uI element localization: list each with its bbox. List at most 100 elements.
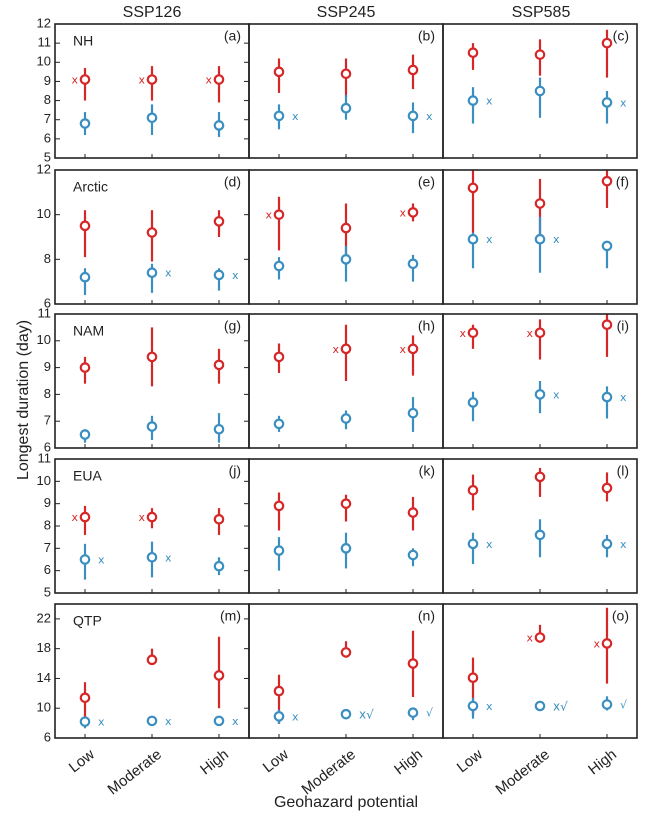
y-tick-label: 8 [44, 92, 51, 107]
red-point [340, 222, 352, 234]
x-tick-label-low: Low [454, 746, 486, 776]
blue-significance-mark: x [292, 110, 299, 123]
red-point [273, 66, 285, 78]
panel-label: (n) [418, 608, 435, 624]
blue-point [213, 120, 225, 131]
x-tick-label-moderate: Moderate [492, 746, 552, 798]
x-tick-label-moderate: Moderate [104, 746, 164, 798]
red-point [467, 672, 479, 683]
blue-point [273, 110, 285, 122]
blue-point [340, 102, 352, 114]
red-point [79, 692, 91, 704]
blue-significance-mark: x [98, 716, 105, 729]
blue-point [534, 85, 546, 97]
blue-point [467, 397, 479, 408]
y-tick-label: 6 [44, 130, 51, 145]
red-point [146, 351, 158, 363]
blue-significance-mark: √ [620, 699, 628, 712]
panel-e: x x (e) [248, 169, 444, 305]
y-tick-label: 10 [37, 473, 51, 488]
panel-d: 6 8 10 12 x x Arctic (d) [37, 161, 250, 310]
blue-point [146, 715, 158, 727]
blue-point [534, 529, 546, 541]
blue-significance-mark: x [553, 388, 560, 401]
blue-point [534, 233, 546, 245]
x-tick-label-high: High [197, 746, 232, 778]
blue-significance-mark: x√ [553, 699, 568, 713]
red-significance-mark: x [399, 343, 406, 356]
red-point [467, 47, 479, 59]
red-point [407, 64, 419, 76]
panel-label: (o) [612, 608, 629, 624]
panels: 5 6 7 8 9 10 11 12 x x x NH (a) x x (b) x x (c) 6 8 10 12 x x Arc… [37, 15, 638, 744]
red-point [213, 74, 225, 85]
y-tick-label: 6 [44, 562, 51, 577]
panel-l: x x (l) [442, 458, 638, 594]
red-point [273, 685, 285, 697]
panel-label: (e) [418, 174, 435, 190]
region-label: Arctic [73, 179, 108, 195]
blue-point [273, 711, 285, 722]
blue-significance-mark: x [232, 269, 239, 282]
blue-significance-mark: x [486, 538, 493, 551]
red-point [340, 343, 352, 355]
red-point [213, 513, 225, 525]
blue-significance-mark: x [232, 715, 239, 728]
panel-frame [442, 313, 638, 449]
blue-point [534, 700, 546, 712]
y-axis-label: Longest duration (day) [15, 320, 32, 480]
red-point [601, 175, 613, 187]
region-label: QTP [73, 613, 102, 629]
red-point [601, 37, 613, 49]
red-point [79, 74, 91, 85]
y-tick-label: 11 [38, 305, 52, 320]
red-significance-mark: x [205, 74, 212, 87]
blue-point [407, 407, 419, 419]
panel-c: x x (c) [442, 23, 638, 159]
y-tick-label: 8 [44, 251, 51, 266]
red-point [146, 74, 158, 85]
panel-label: (j) [229, 463, 241, 479]
x-tick-labels: Low Moderate High Low Moderate High Low Moderat… [66, 746, 620, 799]
red-point [467, 484, 479, 496]
red-point [340, 68, 352, 80]
blue-point [79, 118, 91, 129]
blue-point [213, 269, 225, 281]
y-tick-label: 7 [44, 413, 51, 428]
blue-point [467, 233, 479, 245]
panel-label: (h) [418, 318, 435, 334]
red-point [601, 482, 613, 494]
blue-point [273, 545, 285, 556]
blue-point [467, 95, 479, 106]
blue-point [601, 699, 613, 710]
y-tick-label: 5 [44, 149, 51, 164]
y-tick-label: 9 [44, 495, 51, 510]
blue-point [146, 112, 158, 124]
blue-point [340, 543, 352, 554]
blue-significance-mark: x [165, 715, 172, 728]
red-point [407, 207, 419, 218]
blue-point [340, 254, 352, 265]
y-tick-label: 7 [44, 111, 51, 126]
blue-significance-mark: x [553, 233, 560, 246]
blue-significance-mark: x√ [359, 708, 374, 722]
blue-significance-mark: x [620, 391, 627, 404]
panel-k: (k) [248, 458, 444, 594]
blue-point [601, 240, 613, 252]
panel-frame [442, 458, 638, 594]
blue-point [407, 110, 419, 122]
y-tick-label: 7 [44, 540, 51, 555]
y-tick-label: 5 [44, 584, 51, 599]
panel-label: (m) [220, 608, 241, 624]
red-significance-mark: x [138, 74, 145, 87]
red-point [213, 216, 225, 227]
blue-significance-mark: x [165, 551, 172, 564]
column-titles: SSP126 SSP245 SSP585 [123, 4, 571, 21]
red-significance-mark: x [526, 632, 533, 645]
panel-i: x x x x (i) [442, 313, 638, 449]
red-significance-mark: x [332, 343, 339, 356]
blue-point [213, 715, 225, 727]
panel-label: (k) [419, 463, 435, 479]
y-tick-label: 10 [37, 206, 51, 221]
